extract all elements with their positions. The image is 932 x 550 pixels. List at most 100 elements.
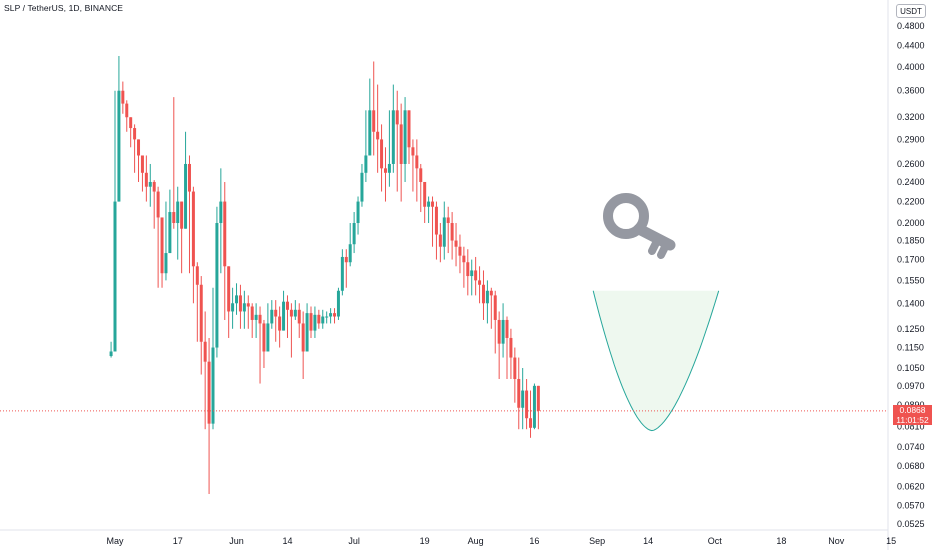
candle-body	[501, 319, 505, 344]
candle-body	[309, 313, 313, 331]
candle-body	[250, 306, 254, 320]
last-price-value: 0.0868	[899, 404, 926, 415]
candle-body	[333, 313, 337, 317]
candle-body	[481, 284, 485, 304]
candle-body	[199, 284, 203, 342]
candle-body	[360, 172, 364, 202]
candle-body	[474, 270, 478, 281]
candle-body	[325, 316, 329, 318]
candles	[109, 56, 540, 494]
price-tick-label: 0.0810	[897, 421, 925, 431]
candle-body	[387, 163, 391, 173]
candle-body	[434, 206, 438, 235]
candle-body	[536, 385, 540, 411]
candle-body	[297, 309, 301, 324]
candle-body	[227, 266, 231, 312]
candle-body	[215, 223, 219, 348]
candle-body	[270, 309, 274, 324]
countdown-timer: 11:01:52	[896, 414, 929, 425]
time-tick-label: 14	[643, 536, 653, 546]
candle-body	[454, 240, 458, 247]
candle-body	[152, 181, 156, 192]
candle-body	[329, 313, 333, 317]
time-axis[interactable]: May 17 Jun 14 Jul 19 Aug 16 Sep 14 Oct 18 Nov 15	[106, 536, 896, 546]
price-tick-label: 0.1700	[897, 255, 925, 265]
candle-body	[164, 253, 168, 274]
candle-body	[521, 390, 525, 408]
candle-body	[505, 319, 509, 338]
candle-body	[313, 314, 317, 331]
candle-body	[364, 155, 368, 173]
candle-body	[470, 270, 474, 277]
currency-button[interactable]: USDT	[896, 4, 926, 18]
price-tick-label: 0.2200	[897, 197, 925, 207]
candle-body	[235, 295, 239, 304]
candle-body	[376, 131, 380, 140]
candle-body	[380, 139, 384, 169]
time-tick-label: Sep	[589, 536, 605, 546]
cup-fill	[593, 290, 719, 431]
price-tick-label: 0.0740	[897, 442, 925, 452]
price-axis[interactable]: 0.4800 0.4400 0.4000 0.3600 0.3200 0.2900 0.26…	[897, 21, 925, 529]
candle-body	[172, 212, 176, 224]
candle-body	[497, 319, 501, 344]
candle-body	[403, 110, 407, 164]
time-tick-label: 15	[886, 536, 896, 546]
candle-body	[113, 201, 117, 352]
candle-body	[423, 181, 427, 207]
time-tick-label: 18	[776, 536, 786, 546]
candle-body	[383, 168, 387, 173]
time-tick-label: 17	[173, 536, 183, 546]
candle-body	[238, 295, 242, 312]
candle-body	[348, 244, 352, 263]
candle-body	[223, 201, 227, 267]
price-tick-label: 0.2600	[897, 159, 925, 169]
candle-body	[133, 128, 137, 140]
candle-body	[399, 124, 403, 164]
candle-body	[144, 172, 148, 187]
candle-body	[160, 217, 164, 274]
candle-body	[372, 110, 376, 132]
price-tick-label: 0.4000	[897, 62, 925, 72]
key-icon	[603, 193, 676, 259]
candle-body	[411, 147, 415, 156]
time-tick-label: Aug	[468, 536, 484, 546]
candle-body	[442, 217, 446, 247]
candle-body	[344, 256, 348, 263]
candle-body	[274, 309, 278, 317]
candle-body	[427, 201, 431, 207]
candle-body	[254, 314, 258, 320]
candle-body	[529, 418, 533, 428]
candle-body	[242, 303, 246, 312]
candle-body	[187, 163, 191, 192]
candle-body	[180, 201, 184, 229]
candle-body	[285, 301, 289, 310]
price-tick-label: 0.2000	[897, 218, 925, 228]
candle-body	[184, 163, 188, 229]
candle-body	[336, 290, 340, 317]
price-tick-label: 0.3600	[897, 86, 925, 96]
candle-body	[356, 201, 360, 224]
candle-body	[191, 191, 195, 267]
candle-body	[391, 110, 395, 164]
cup-curve[interactable]	[592, 290, 720, 432]
price-tick-label: 0.1850	[897, 236, 925, 246]
price-tick-label: 0.1400	[897, 298, 925, 308]
candle-body	[532, 385, 536, 428]
candle-body	[121, 90, 125, 104]
candle-body	[462, 255, 466, 263]
candle-body	[293, 309, 297, 317]
candle-body	[207, 361, 211, 424]
candle-body	[195, 266, 199, 285]
candle-body	[438, 234, 442, 247]
cup-drawing[interactable]	[592, 290, 720, 432]
candle-body	[415, 155, 419, 169]
candle-body	[525, 390, 529, 419]
time-tick-label: 19	[420, 536, 430, 546]
price-tick-label: 0.0525	[897, 519, 925, 529]
candle-body	[262, 323, 266, 352]
candle-body	[489, 290, 493, 296]
price-tick-label: 0.2400	[897, 177, 925, 187]
symbol-title: SLP / TetherUS, 1D, BINANCE	[4, 3, 124, 13]
